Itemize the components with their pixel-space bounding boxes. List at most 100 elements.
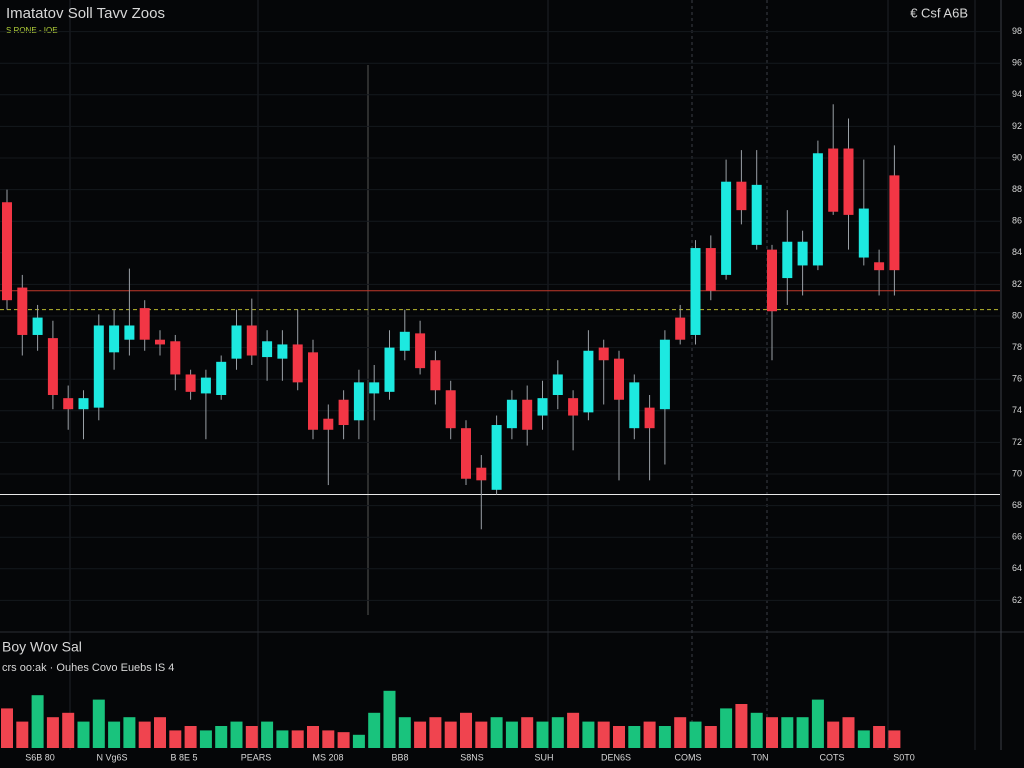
volume-bar	[31, 695, 44, 748]
volume-bar	[368, 712, 381, 748]
y-tick-label: 72	[1012, 437, 1022, 447]
candle-body	[537, 398, 548, 416]
y-tick-label: 76	[1012, 374, 1022, 384]
candle-body	[308, 352, 318, 430]
candle-body	[675, 317, 686, 340]
y-tick-label: 90	[1012, 152, 1022, 162]
volume-bar	[261, 721, 274, 748]
volume-bar	[521, 717, 534, 748]
y-tick-label: 82	[1012, 279, 1022, 289]
y-tick-label: 74	[1012, 405, 1022, 415]
volume-bar	[108, 721, 121, 748]
volume-bar	[766, 717, 778, 748]
x-tick-label: SUH	[534, 752, 553, 762]
x-tick-label: S0T0	[893, 752, 915, 762]
volume-bar	[352, 734, 365, 748]
volume-bar	[276, 730, 289, 748]
candle-body	[338, 399, 349, 426]
volume-bar	[460, 712, 472, 748]
chart-title: Imatatov Soll Tavv Zoos	[6, 5, 165, 22]
x-tick-label: B 8E 5	[170, 752, 197, 762]
volume-bar	[857, 730, 870, 748]
candle-body	[139, 308, 150, 340]
candle-body	[445, 390, 456, 429]
x-tick-label: MS 208	[312, 752, 343, 762]
candle-body	[2, 202, 12, 301]
volume-bar	[796, 717, 809, 748]
candle-body	[522, 399, 533, 430]
candle-body	[690, 248, 701, 335]
x-tick-label: DEN6S	[601, 752, 631, 762]
candle-body	[889, 175, 900, 271]
y-tick-label: 68	[1012, 500, 1022, 510]
y-tick-label: 92	[1012, 121, 1022, 131]
volume-bar	[658, 726, 671, 748]
vertical-grid	[69, 0, 976, 750]
candle-body	[353, 382, 364, 421]
volume-bar	[123, 717, 136, 748]
candle-body	[63, 398, 74, 410]
x-tick-label: COMS	[675, 752, 702, 762]
candle-body	[430, 360, 441, 391]
volume-bar	[842, 717, 855, 748]
candle-body	[812, 153, 823, 266]
candle-body	[323, 418, 334, 430]
y-tick-label: 98	[1012, 26, 1022, 36]
candle-body	[200, 377, 211, 394]
volume-bar	[92, 699, 105, 748]
candle-body	[262, 341, 273, 358]
candle-body	[629, 382, 640, 429]
volume-bar	[827, 721, 840, 748]
volume-bar	[199, 730, 212, 748]
candle-body	[659, 339, 670, 410]
volume-bar	[551, 717, 564, 748]
volume-bar	[781, 717, 794, 748]
candle-body	[506, 399, 517, 429]
volume-bar	[245, 726, 258, 748]
candle-body	[874, 262, 885, 271]
volume-bar	[307, 726, 319, 748]
volume-bar	[505, 721, 518, 748]
candle-body	[552, 374, 563, 395]
volume-bar	[62, 712, 75, 748]
candle-body	[170, 341, 181, 375]
x-tick-label: T0N	[751, 752, 768, 762]
volume-bar	[811, 699, 824, 748]
volume-bar	[689, 721, 702, 748]
volume-bar	[674, 717, 687, 748]
volume-bar	[704, 726, 717, 748]
candle-body	[17, 287, 28, 335]
volume-bar	[720, 708, 733, 748]
volume-bar	[16, 721, 29, 748]
volume-bar	[322, 730, 335, 748]
y-tick-label: 78	[1012, 342, 1022, 352]
volume-bar	[337, 732, 350, 748]
candle-body	[614, 358, 624, 400]
volume-bar	[169, 730, 182, 748]
x-tick-label: N Vg6S	[96, 752, 127, 762]
x-tick-label: S6B 80	[25, 752, 55, 762]
volume-bar	[582, 721, 595, 748]
chart-subtitle: S RONE - IOE	[6, 26, 58, 35]
volume-bar	[597, 721, 610, 748]
volume-bar	[643, 721, 656, 748]
volume-bar	[628, 726, 641, 748]
volume-bar	[567, 712, 580, 748]
candle-body	[843, 148, 854, 215]
volume-bar	[490, 717, 503, 748]
volume-bar	[429, 717, 442, 748]
candle-body	[277, 344, 288, 359]
candle-body	[109, 325, 120, 353]
corner-label: € Csf A6B	[910, 5, 968, 20]
candle-body	[736, 181, 747, 211]
candle-body	[93, 325, 104, 408]
candle-body	[705, 248, 716, 291]
y-tick-label: 70	[1012, 468, 1022, 478]
volume-bar	[536, 721, 549, 748]
candle-body	[47, 338, 58, 395]
volume-bar	[475, 721, 488, 748]
candle-body	[78, 398, 89, 410]
volume-bar	[398, 717, 411, 748]
candle-body	[369, 382, 380, 394]
